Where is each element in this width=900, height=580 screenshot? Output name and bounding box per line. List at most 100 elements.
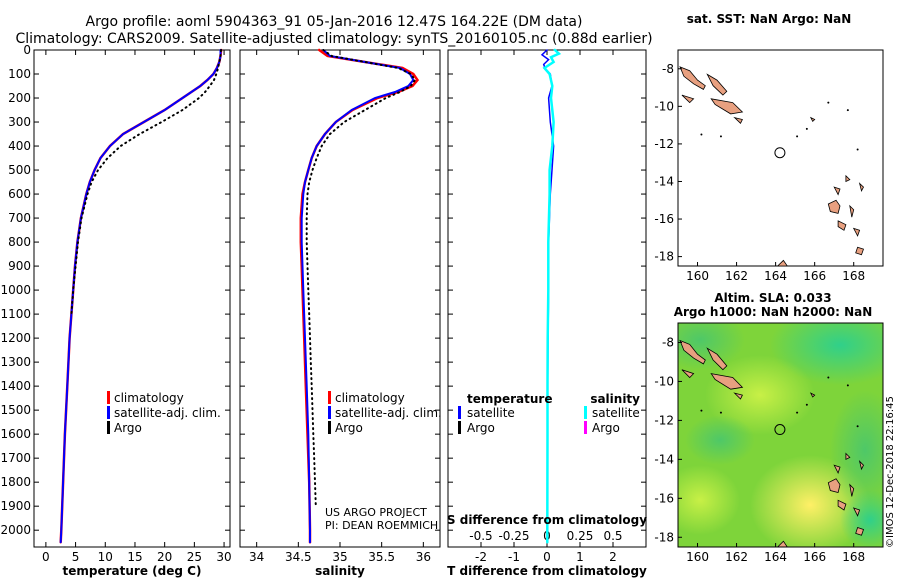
map-y-tick-label: -14 — [654, 174, 674, 188]
y-tick-label: 1100 — [0, 307, 31, 321]
island-shape — [849, 204, 855, 218]
legend-label-climatology: climatology — [335, 391, 405, 405]
island-shape — [733, 116, 743, 124]
imos-stamp: ©IMOS 12-Dec-2018 22:16:45 — [885, 396, 896, 548]
x-tick-label: 0 — [543, 550, 551, 564]
figure-title-line2: Climatology: CARS2009. Satellite-adjuste… — [15, 31, 652, 47]
legend-label-temp-argo: Argo — [467, 421, 495, 435]
x-tick-label: -1 — [508, 550, 520, 564]
salinity-panel-frame — [239, 49, 441, 548]
x-tick-label: 2 — [609, 550, 617, 564]
x-tick-label-top: 0.25 — [567, 529, 594, 543]
islet-dot — [719, 135, 722, 138]
legend-label-climatology: climatology — [114, 391, 184, 405]
map-x-tick-label: 162 — [725, 269, 748, 283]
x-tick-label: 35.5 — [368, 550, 395, 564]
sla-map: 160 162 164 166 168 -8 -10 -12 -14 -16 -18 — [654, 322, 884, 564]
y-tick-label: 1600 — [0, 427, 31, 441]
island-shape — [858, 460, 864, 471]
legend-swatch-argo — [328, 421, 331, 434]
legend-swatch-sal-satellite — [584, 406, 587, 419]
island-shape — [679, 66, 706, 90]
x-tick-label-top: 0.5 — [603, 529, 622, 543]
y-tick-label: 700 — [8, 211, 31, 225]
profile-location-marker — [774, 424, 786, 436]
temperature-panel-frame — [33, 49, 231, 548]
salinity-panel: 34 34.5 35 35.5 36 — [240, 48, 440, 564]
legend-swatch-satellite — [107, 406, 110, 419]
island-shape — [849, 483, 855, 497]
y-tick-label: 1000 — [0, 283, 31, 297]
island-shape — [845, 452, 851, 460]
map-y-tick-label: -10 — [654, 99, 674, 113]
x-tick-label: 30 — [216, 550, 231, 564]
salinity-legend: climatology satellite-adj. clim. Argo — [328, 391, 442, 435]
island-shape — [777, 259, 788, 266]
map-x-tick-label: 162 — [725, 550, 748, 564]
islet-dot — [856, 425, 859, 428]
map-top-title: sat. SST: NaN Argo: NaN — [687, 12, 852, 26]
map-x-tick-label: 168 — [842, 550, 865, 564]
y-tick-label: 100 — [8, 67, 31, 81]
x-tick-label: 5 — [72, 550, 80, 564]
island-shape — [777, 540, 788, 547]
island-shape — [809, 392, 816, 398]
legend-swatch-climatology — [107, 391, 110, 404]
islet-dot — [700, 409, 703, 412]
difference-legend: temperature satellite Argo salinity sate… — [458, 392, 640, 435]
islet-dot — [700, 133, 703, 136]
islet-dot — [827, 376, 830, 379]
map-x-tick-label: 164 — [764, 269, 787, 283]
legend-swatch-satellite — [328, 406, 331, 419]
islet-dot — [805, 403, 808, 406]
legend-label-satellite: satellite-adj. clim. — [114, 406, 221, 420]
map-y-tick-label: -16 — [654, 491, 674, 505]
difference-xlabel-top: S difference from climatology — [447, 513, 647, 527]
credit-pi: PI: DEAN ROEMMICH — [325, 519, 438, 532]
map-x-tick-label: 166 — [803, 269, 826, 283]
profile-location-marker — [774, 147, 786, 159]
y-tick-label: 1300 — [0, 355, 31, 369]
islet-dot — [805, 127, 808, 130]
figure-title-line1: Argo profile: aoml 5904363_91 05-Jan-201… — [86, 14, 583, 30]
legend-label-temp-satellite: satellite — [467, 406, 515, 420]
legend-label-satellite: satellite-adj. clim. — [335, 406, 442, 420]
map-bottom-title-line1: Altim. SLA: 0.033 — [714, 291, 831, 305]
map-x-tick-label: 166 — [803, 550, 826, 564]
y-tick-label: 2000 — [0, 523, 31, 537]
map-y-tick-label: -18 — [654, 530, 674, 544]
map-y-tick-label: -18 — [654, 250, 674, 264]
y-tick-label: 500 — [8, 163, 31, 177]
map-x-tick-label: 164 — [764, 550, 787, 564]
series-line-satellite-adj-clim- — [300, 49, 415, 544]
island-shape — [681, 369, 695, 379]
x-tick-label: 15 — [127, 550, 142, 564]
map-y-tick-label: -14 — [654, 452, 674, 466]
island-shape — [833, 464, 841, 475]
island-shape — [710, 373, 744, 390]
salinity-xlabel: salinity — [315, 564, 365, 578]
sst-map-axes: 160 162 164 166 168 -8 -10 -12 -14 -16 -18 — [654, 62, 865, 283]
sla-map-axes: 160 162 164 166 168 -8 -10 -12 -14 -16 -18 — [654, 335, 865, 564]
island-shape — [681, 94, 695, 104]
x-tick-label: 34 — [249, 550, 264, 564]
x-tick-label: 34.5 — [285, 550, 312, 564]
y-tick-label: 900 — [8, 259, 31, 273]
island-shape — [855, 246, 865, 256]
islet-dot — [846, 109, 849, 112]
island-shape — [852, 507, 861, 517]
map-y-tick-label: -12 — [654, 413, 674, 427]
credit-project: US ARGO PROJECT — [325, 506, 427, 519]
map-y-tick-label: -16 — [654, 212, 674, 226]
y-tick-label: 400 — [8, 139, 31, 153]
island-shape — [852, 227, 861, 237]
y-tick-label: 200 — [8, 91, 31, 105]
x-tick-label-top: -0.5 — [469, 529, 492, 543]
x-tick-label: 10 — [98, 550, 113, 564]
series-line-argo — [70, 49, 223, 316]
map-y-tick-label: -10 — [654, 374, 674, 388]
x-tick-label: 35 — [332, 550, 347, 564]
island-shape — [809, 116, 816, 123]
difference-xlabel: T difference from climatology — [447, 564, 647, 578]
